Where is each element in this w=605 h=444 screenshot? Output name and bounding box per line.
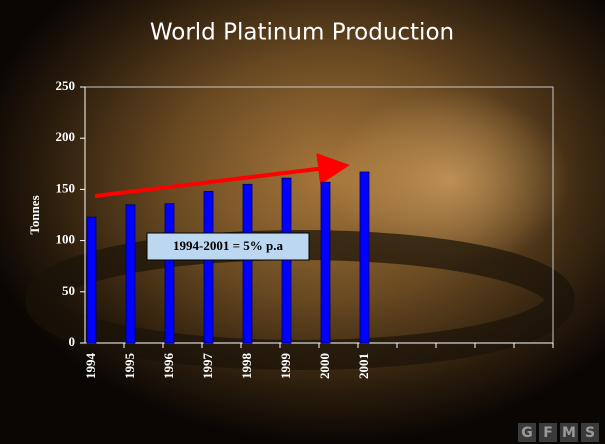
x-tick-label: 1999 <box>278 353 293 380</box>
annotation: 1994-2001 = 5% p.a <box>173 238 283 253</box>
y-tick-label: 50 <box>62 283 75 298</box>
y-tick-label: 200 <box>56 129 76 144</box>
trend-arrow <box>94 153 350 198</box>
chart-title: World Platinum Production <box>150 20 454 46</box>
x-tick-label: 1996 <box>161 353 176 380</box>
bar <box>203 191 214 344</box>
logo-letter: S <box>585 425 595 441</box>
logo-box <box>581 423 599 442</box>
bar <box>86 216 97 344</box>
bar <box>320 181 331 344</box>
y-tick-label: 250 <box>56 78 76 93</box>
y-tick-label: 150 <box>56 180 76 195</box>
x-tick-label: 1994 <box>83 353 98 380</box>
x-tick-label: 2000 <box>317 353 332 379</box>
bar <box>242 183 253 344</box>
x-tick-label: 2001 <box>356 353 371 379</box>
bar <box>281 177 292 344</box>
x-tick-label: 1997 <box>200 353 215 380</box>
logo-letter: M <box>562 425 576 441</box>
logo-box <box>518 423 536 442</box>
y-tick-label: 100 <box>56 232 76 247</box>
x-tick-label: 1998 <box>239 353 254 380</box>
logo-box <box>560 423 578 442</box>
annotation-box <box>146 232 310 261</box>
x-tick-label: 1995 <box>122 353 137 380</box>
bar <box>359 171 370 344</box>
logo-box <box>539 423 557 442</box>
bar <box>164 203 175 344</box>
background-highlight <box>330 90 570 270</box>
logo-letter: G <box>521 425 533 441</box>
y-tick-label: 0 <box>69 334 76 349</box>
y-axis-label: Tonnes <box>27 195 42 234</box>
logo-letter: F <box>543 425 553 441</box>
bar <box>125 204 136 344</box>
